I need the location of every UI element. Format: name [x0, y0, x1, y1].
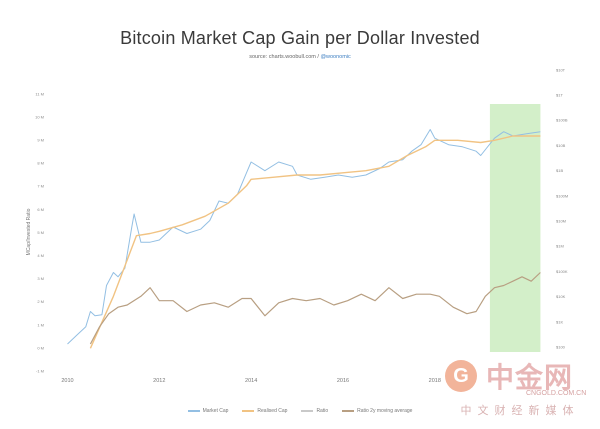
legend-item-ratio[interactable]: Ratio [301, 408, 328, 414]
legend-item-ratio-ma[interactable]: Ratio 2y moving average [342, 408, 412, 414]
series-realised-cap [89, 135, 541, 349]
right-tick-label: $10K [556, 294, 566, 299]
series-ratio-ma [89, 272, 541, 345]
highlight-region [489, 104, 541, 352]
source-prefix: source: charts.woobull.com / [249, 54, 321, 60]
x-tick-label: 2016 [337, 378, 349, 384]
legend: Market Cap Realised Cap Ratio Ratio 2y m… [0, 408, 600, 414]
watermark-subtitle: 中文财经新媒体 [460, 405, 580, 417]
right-axis: $100 $1K $10K $100K $1M $10M $100M $1B $10B $100B… [556, 67, 568, 349]
legend-swatch-market-cap [187, 410, 200, 412]
chart-source: source: charts.woobull.com / @woonomic [0, 54, 600, 60]
left-axis: -1 M 0 M 1 M 2 M 3 M 4 M 5 M 6 M 7 M 8 M 9 M 10 M 11… [35, 91, 44, 373]
left-tick-label: 3 M [37, 276, 44, 281]
right-tick-label: $10M [556, 219, 566, 224]
x-axis: 2010 2012 2014 2016 2018 [61, 378, 441, 384]
x-tick-label: 2018 [429, 378, 441, 384]
legend-swatch-realised-cap [242, 410, 255, 412]
watermark-domain: CNGOLD.COM.CN [526, 390, 587, 397]
legend-item-market-cap[interactable]: Market Cap [187, 408, 229, 414]
legend-label-realised-cap: Realised Cap [257, 408, 288, 414]
right-tick-label: $10T [556, 67, 566, 72]
x-tick-label: 2010 [61, 378, 73, 384]
left-tick-label: -1 M [36, 369, 44, 374]
watermark-name: 中金网 [486, 362, 574, 393]
right-tick-label: $10B [556, 143, 566, 148]
right-tick-label: $1M [556, 244, 564, 249]
right-tick-label: $1T [556, 93, 563, 98]
legend-label-market-cap: Market Cap [202, 408, 229, 414]
left-tick-label: 2 M [37, 299, 44, 304]
left-tick-label: 0 M [37, 345, 44, 350]
x-tick-label: 2012 [153, 378, 165, 384]
left-tick-label: 6 M [37, 207, 44, 212]
left-tick-label: 5 M [37, 230, 44, 235]
left-tick-label: 8 M [37, 161, 44, 166]
chart-title: Bitcoin Market Cap Gain per Dollar Inves… [120, 28, 480, 48]
source-handle[interactable]: @woonomic [320, 54, 351, 60]
y-axis-label: MCap/Invested Ratio [26, 208, 32, 255]
right-tick-label: $1K [556, 319, 563, 324]
legend-swatch-ratio [301, 410, 314, 412]
right-tick-label: $1B [556, 168, 563, 173]
watermark: G 中金网 CNGOLD.COM.CN 中文财经新媒体 [440, 356, 600, 420]
legend-label-ratio: Ratio [316, 408, 329, 414]
right-tick-label: $100K [556, 269, 568, 274]
left-tick-label: 7 M [37, 184, 44, 189]
watermark-logo-icon: G [445, 360, 477, 392]
legend-swatch-ratio-ma [342, 410, 355, 412]
legend-label-ratio-ma: Ratio 2y moving average [357, 408, 413, 414]
x-tick-label: 2014 [245, 378, 257, 384]
left-tick-label: 10 M [35, 114, 44, 119]
left-tick-label: 4 M [37, 253, 44, 258]
right-tick-label: $100B [556, 118, 568, 123]
legend-item-realised-cap[interactable]: Realised Cap [242, 408, 287, 414]
left-tick-label: 9 M [37, 138, 44, 143]
right-tick-label: $100M [556, 193, 568, 198]
left-tick-label: 1 M [37, 322, 44, 327]
series-market-cap [67, 129, 541, 345]
series-layer [67, 129, 541, 349]
left-tick-label: 11 M [35, 91, 44, 96]
right-tick-label: $100 [556, 345, 566, 350]
